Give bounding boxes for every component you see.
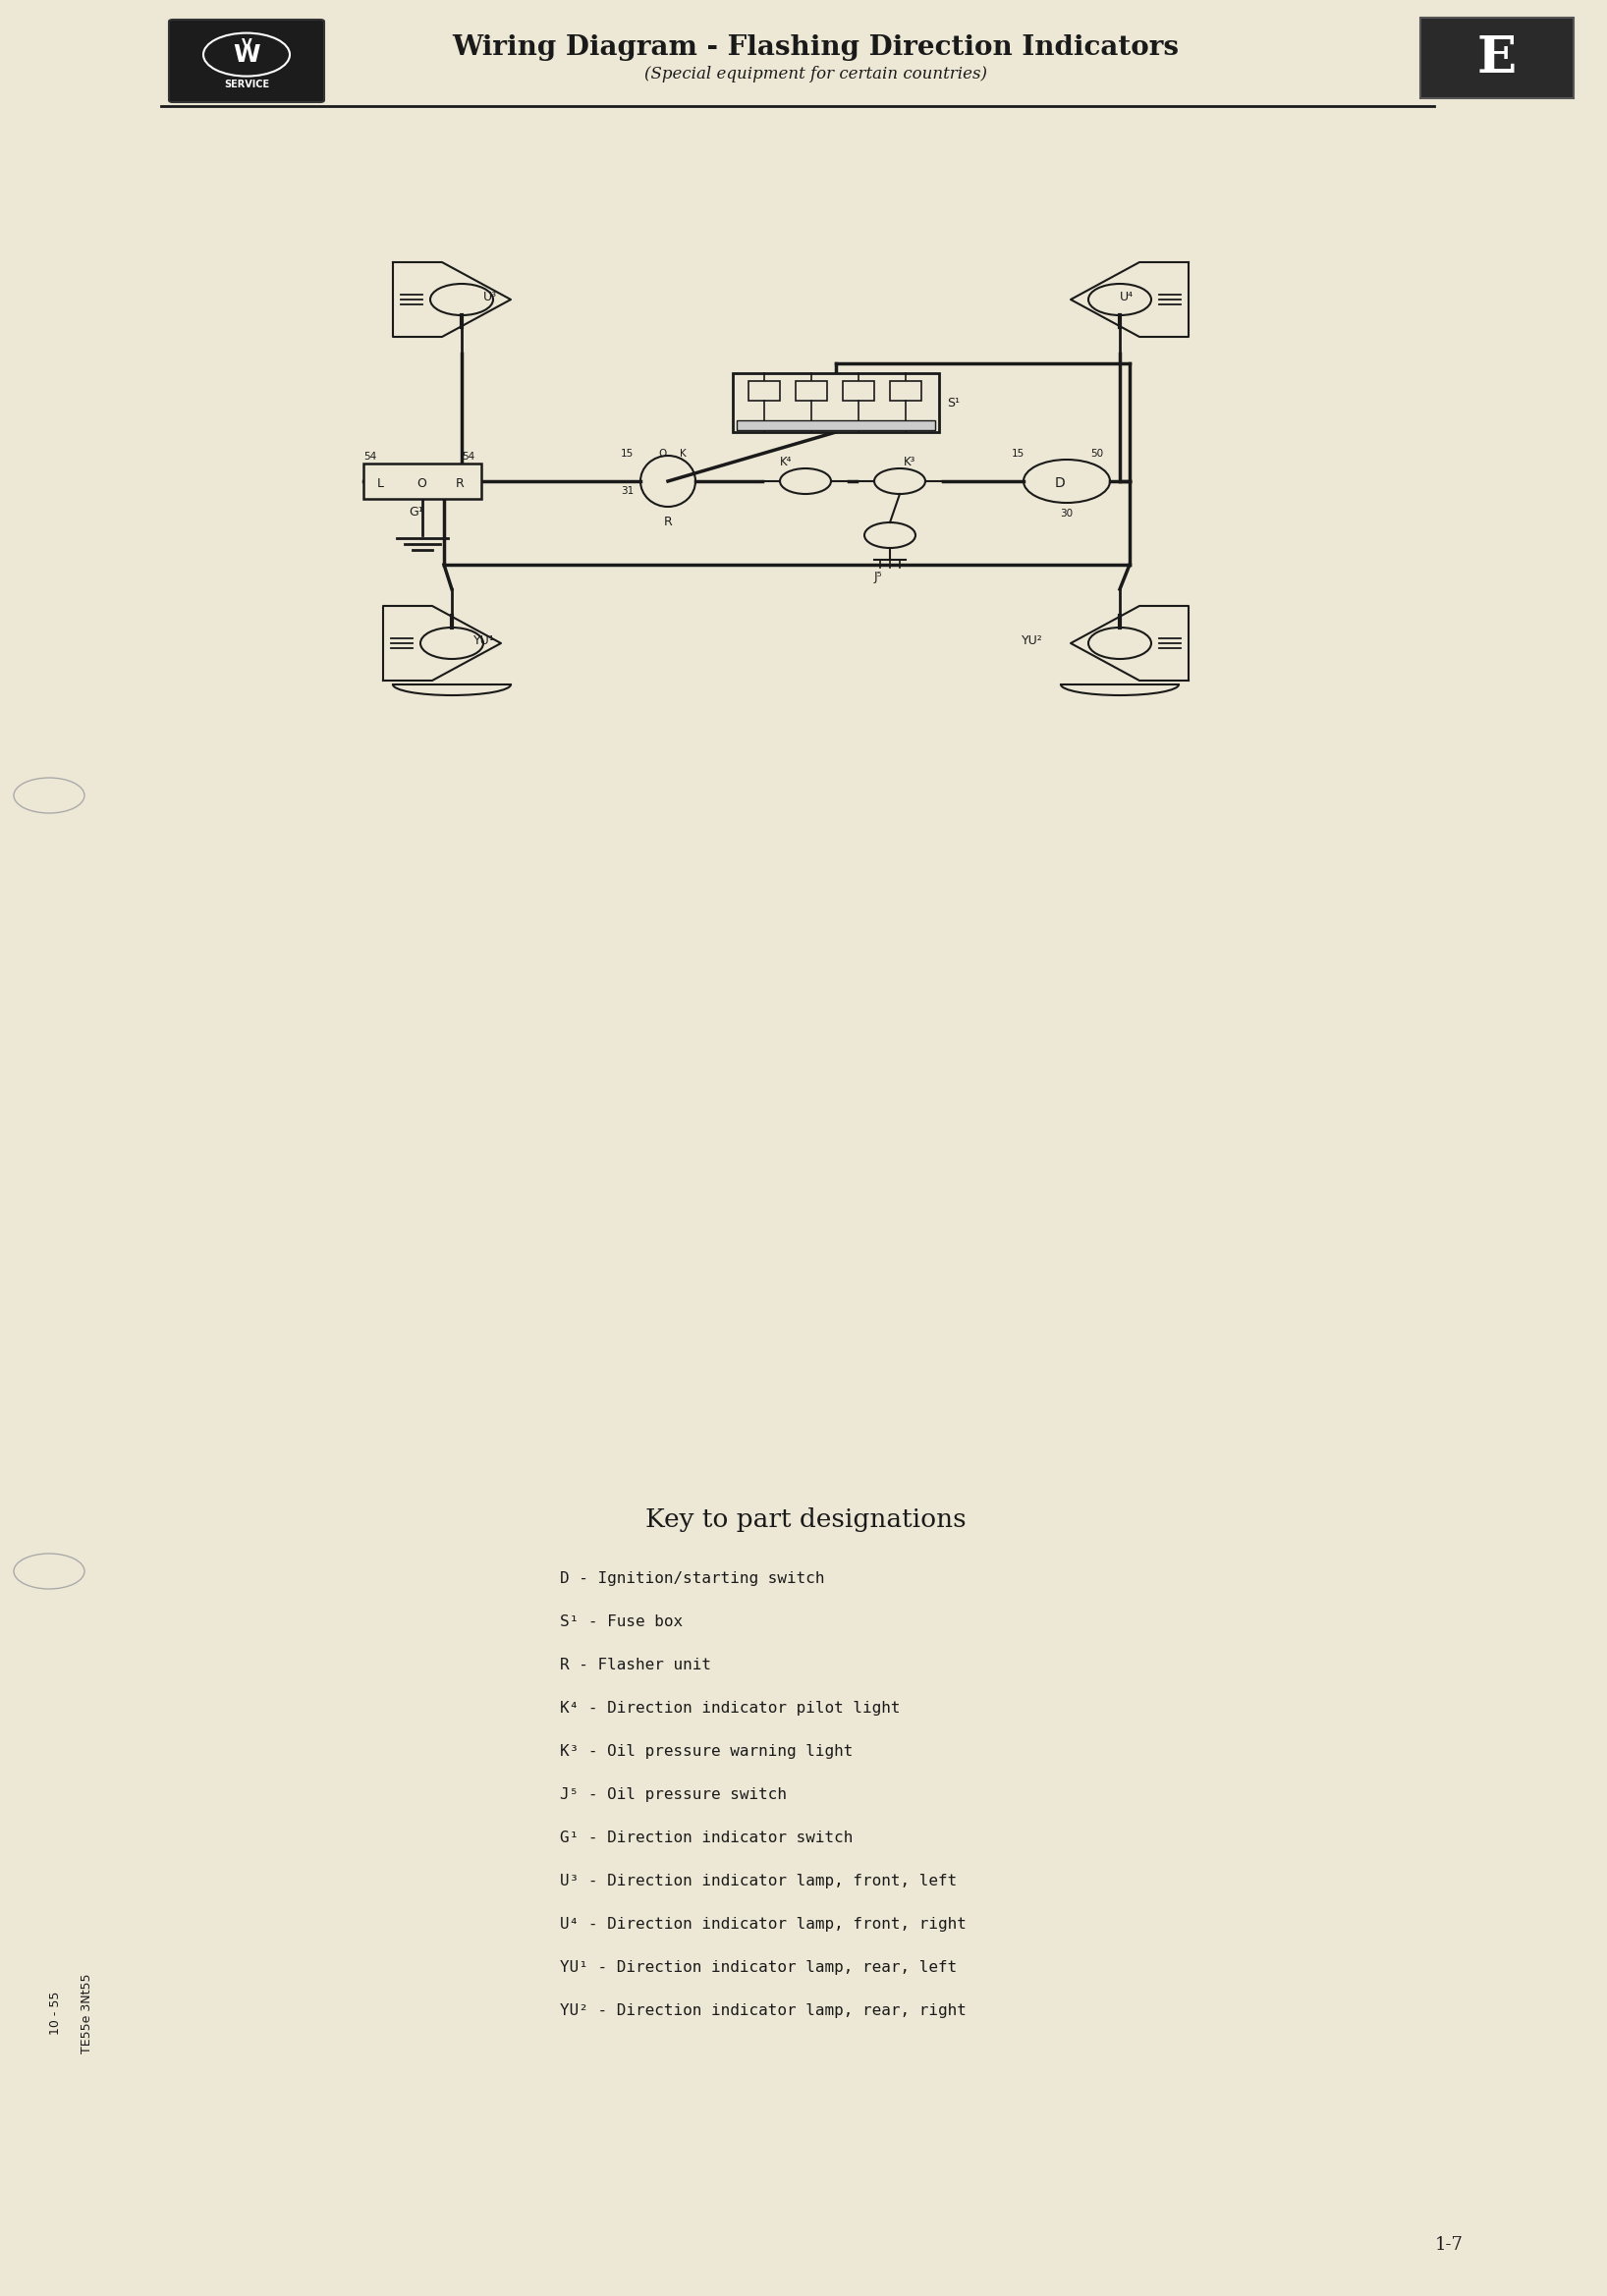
FancyBboxPatch shape (842, 381, 874, 402)
FancyBboxPatch shape (363, 464, 482, 498)
Text: 50: 50 (1090, 448, 1104, 459)
Text: YU² - Direction indicator lamp, rear, right: YU² - Direction indicator lamp, rear, ri… (559, 2004, 966, 2018)
Text: SERVICE: SERVICE (223, 80, 270, 90)
Text: 15: 15 (1012, 448, 1025, 459)
Text: 31: 31 (620, 487, 633, 496)
FancyBboxPatch shape (1421, 18, 1573, 99)
Text: U³: U³ (484, 292, 497, 303)
Text: O: O (659, 448, 667, 459)
Text: G¹: G¹ (410, 505, 424, 519)
Text: G¹ - Direction indicator switch: G¹ - Direction indicator switch (559, 1830, 853, 1846)
Text: 1-7: 1-7 (1435, 2236, 1464, 2255)
Text: K: K (680, 448, 686, 459)
Text: Key to part designations: Key to part designations (644, 1508, 966, 1531)
Text: TE55e 3Nt55: TE55e 3Nt55 (80, 1972, 93, 2053)
Text: D - Ignition/starting switch: D - Ignition/starting switch (559, 1570, 824, 1587)
Text: E: E (1477, 32, 1517, 83)
FancyBboxPatch shape (890, 381, 921, 402)
FancyBboxPatch shape (736, 420, 935, 429)
Text: K³: K³ (903, 455, 916, 468)
FancyBboxPatch shape (733, 374, 938, 432)
Text: 30: 30 (1061, 510, 1073, 519)
Text: K⁴: K⁴ (779, 455, 792, 468)
Text: U³ - Direction indicator lamp, front, left: U³ - Direction indicator lamp, front, le… (559, 1874, 958, 1887)
Text: (Special equipment for certain countries): (Special equipment for certain countries… (644, 67, 987, 83)
Text: R - Flasher unit: R - Flasher unit (559, 1658, 712, 1671)
Text: L: L (378, 478, 384, 489)
Text: 54: 54 (461, 452, 474, 461)
FancyBboxPatch shape (169, 21, 325, 101)
Text: V: V (241, 37, 252, 51)
Text: S¹ - Fuse box: S¹ - Fuse box (559, 1614, 683, 1630)
Text: O: O (416, 478, 426, 489)
Text: R: R (456, 478, 464, 489)
Text: 10 - 55: 10 - 55 (48, 1991, 61, 2034)
Text: W: W (233, 44, 260, 67)
Text: YU¹ - Direction indicator lamp, rear, left: YU¹ - Direction indicator lamp, rear, le… (559, 1961, 958, 1975)
FancyBboxPatch shape (795, 381, 828, 402)
Text: U⁴: U⁴ (1120, 292, 1133, 303)
Text: 54: 54 (363, 452, 376, 461)
Text: J⁵ - Oil pressure switch: J⁵ - Oil pressure switch (559, 1786, 787, 1802)
Text: YU²: YU² (1022, 636, 1043, 647)
Text: K⁴ - Direction indicator pilot light: K⁴ - Direction indicator pilot light (559, 1701, 900, 1715)
Text: K³ - Oil pressure warning light: K³ - Oil pressure warning light (559, 1745, 853, 1759)
Text: Wiring Diagram - Flashing Direction Indicators: Wiring Diagram - Flashing Direction Indi… (452, 34, 1178, 60)
Text: YU¹: YU¹ (474, 636, 495, 647)
Text: R: R (664, 517, 672, 528)
Text: S¹: S¹ (947, 397, 959, 409)
Text: D: D (1054, 475, 1065, 489)
FancyBboxPatch shape (749, 381, 779, 402)
Text: U⁴ - Direction indicator lamp, front, right: U⁴ - Direction indicator lamp, front, ri… (559, 1917, 966, 1931)
Text: J⁵: J⁵ (874, 572, 882, 583)
Text: 15: 15 (620, 448, 633, 459)
